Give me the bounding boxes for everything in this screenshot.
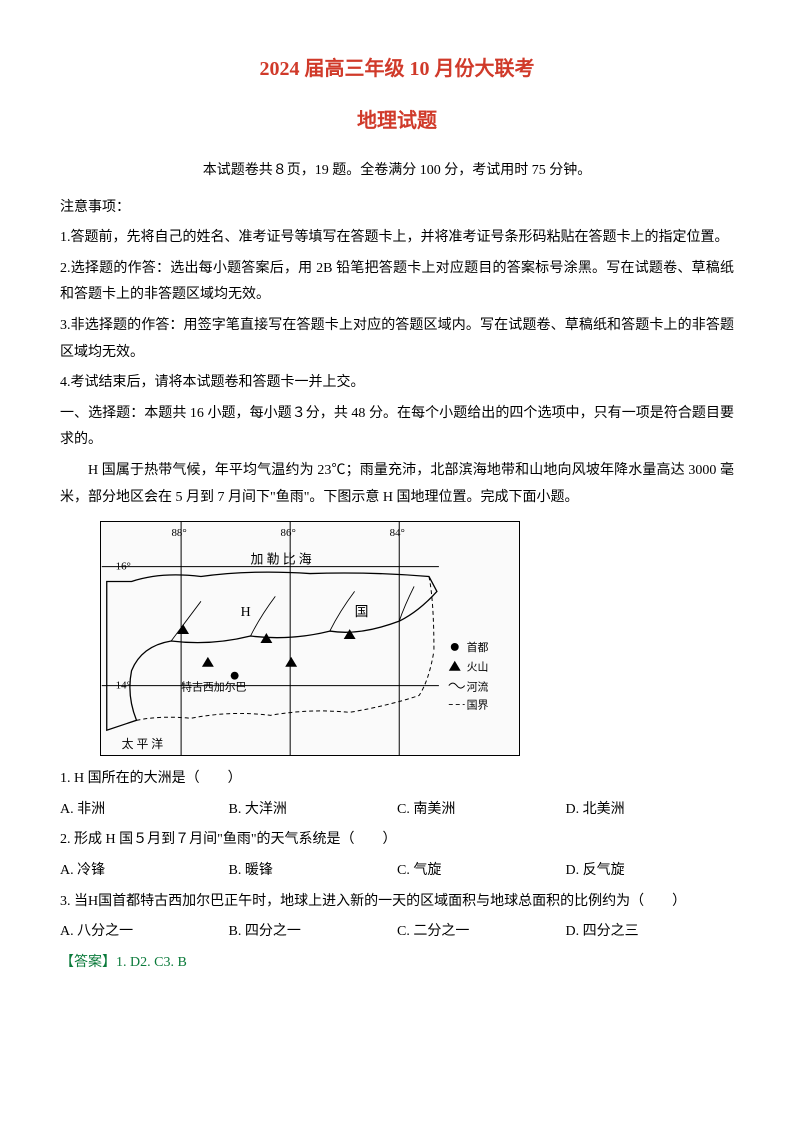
option-c: C. 二分之一 <box>397 919 566 946</box>
country-h: H <box>241 605 251 620</box>
river <box>399 587 414 622</box>
capital-name: 特古西加尔巴 <box>181 680 246 694</box>
legend-volcano-icon <box>449 661 461 671</box>
legend-capital-icon <box>451 643 459 651</box>
river <box>171 601 201 641</box>
border-east <box>429 577 434 651</box>
volcano-icon <box>177 624 189 634</box>
part1-heading: 一、选择题：本题共 16 小题，每小题３分，共 48 分。在每个小题给出的四个选… <box>60 401 734 454</box>
volcano-icon <box>202 657 214 667</box>
exam-info: 本试题卷共８页，19 题。全卷满分 100 分，考试用时 75 分钟。 <box>60 158 734 185</box>
option-d: D. 反气旋 <box>566 858 735 885</box>
notice-item: 2.选择题的作答：选出每小题答案后，用 2B 铅笔把答题卡上对应题目的答案标号涂… <box>60 256 734 309</box>
notice-heading: 注意事项： <box>60 195 734 222</box>
legend-river: 河流 <box>467 680 489 694</box>
option-b: B. 暖锋 <box>229 858 398 885</box>
volcano-icon <box>285 657 297 667</box>
legend-border: 国界 <box>467 699 489 712</box>
option-a: A. 非洲 <box>60 797 229 824</box>
river <box>330 592 355 632</box>
lon-label: 84° <box>390 527 405 539</box>
option-a: A. 冷锋 <box>60 858 229 885</box>
pacific-label: 太 平 洋 <box>122 737 164 751</box>
notice-item: 4.考试结束后，请将本试题卷和答题卡一并上交。 <box>60 370 734 397</box>
country-guo: 国 <box>355 605 369 620</box>
exam-title-sub: 地理试题 <box>60 102 734 140</box>
sea-label: 加 勒 比 海 <box>251 553 312 567</box>
volcano-icon <box>344 629 356 639</box>
answer-line: 【答案】1. D2. C3. B <box>60 950 734 977</box>
option-b: B. 大洋洲 <box>229 797 398 824</box>
question-stem: 3. 当H国首都特古西加尔巴正午时，地球上进入新的一天的区域面积与地球总面积的比… <box>60 889 734 916</box>
exam-title-main: 2024 届高三年级 10 月份大联考 <box>60 50 734 88</box>
options-row: A. 非洲 B. 大洋洲 C. 南美洲 D. 北美洲 <box>60 797 734 824</box>
options-row: A. 八分之一 B. 四分之一 C. 二分之一 D. 四分之三 <box>60 919 734 946</box>
legend-river-icon <box>449 683 465 688</box>
lat-label: 16° <box>116 561 131 573</box>
question-stem: 2. 形成 H 国５月到７月间"鱼雨"的天气系统是（ ） <box>60 827 734 854</box>
notice-item: 3.非选择题的作答：用签字笔直接写在答题卡上对应的答题区域内。写在试题卷、草稿纸… <box>60 313 734 366</box>
passage-text: H 国属于热带气候，年平均气温约为 23℃；雨量充沛，北部滨海地带和山地向风坡年… <box>60 458 734 511</box>
map-svg: 88° 86° 84° 16° 14° 加 勒 比 海 太 平 洋 H 国 特古… <box>101 522 519 755</box>
option-b: B. 四分之一 <box>229 919 398 946</box>
legend-capital: 首都 <box>467 641 489 654</box>
option-c: C. 气旋 <box>397 858 566 885</box>
capital-dot <box>231 672 239 680</box>
coastline <box>107 572 437 730</box>
question-stem: 1. H 国所在的大洲是（ ） <box>60 766 734 793</box>
notice-item: 1.答题前，先将自己的姓名、准考证号等填写在答题卡上，并将准考证号条形码粘贴在答… <box>60 225 734 252</box>
lat-label: 14° <box>116 680 131 692</box>
legend-volcano: 火山 <box>467 661 489 674</box>
river <box>251 596 276 636</box>
legend: 首都 火山 河流 国界 <box>449 641 489 712</box>
option-d: D. 四分之三 <box>566 919 735 946</box>
map-figure: 88° 86° 84° 16° 14° 加 勒 比 海 太 平 洋 H 国 特古… <box>100 521 520 756</box>
lon-label: 88° <box>171 527 186 539</box>
options-row: A. 冷锋 B. 暖锋 C. 气旋 D. 反气旋 <box>60 858 734 885</box>
option-c: C. 南美洲 <box>397 797 566 824</box>
option-a: A. 八分之一 <box>60 919 229 946</box>
lon-label: 86° <box>281 527 296 539</box>
option-d: D. 北美洲 <box>566 797 735 824</box>
